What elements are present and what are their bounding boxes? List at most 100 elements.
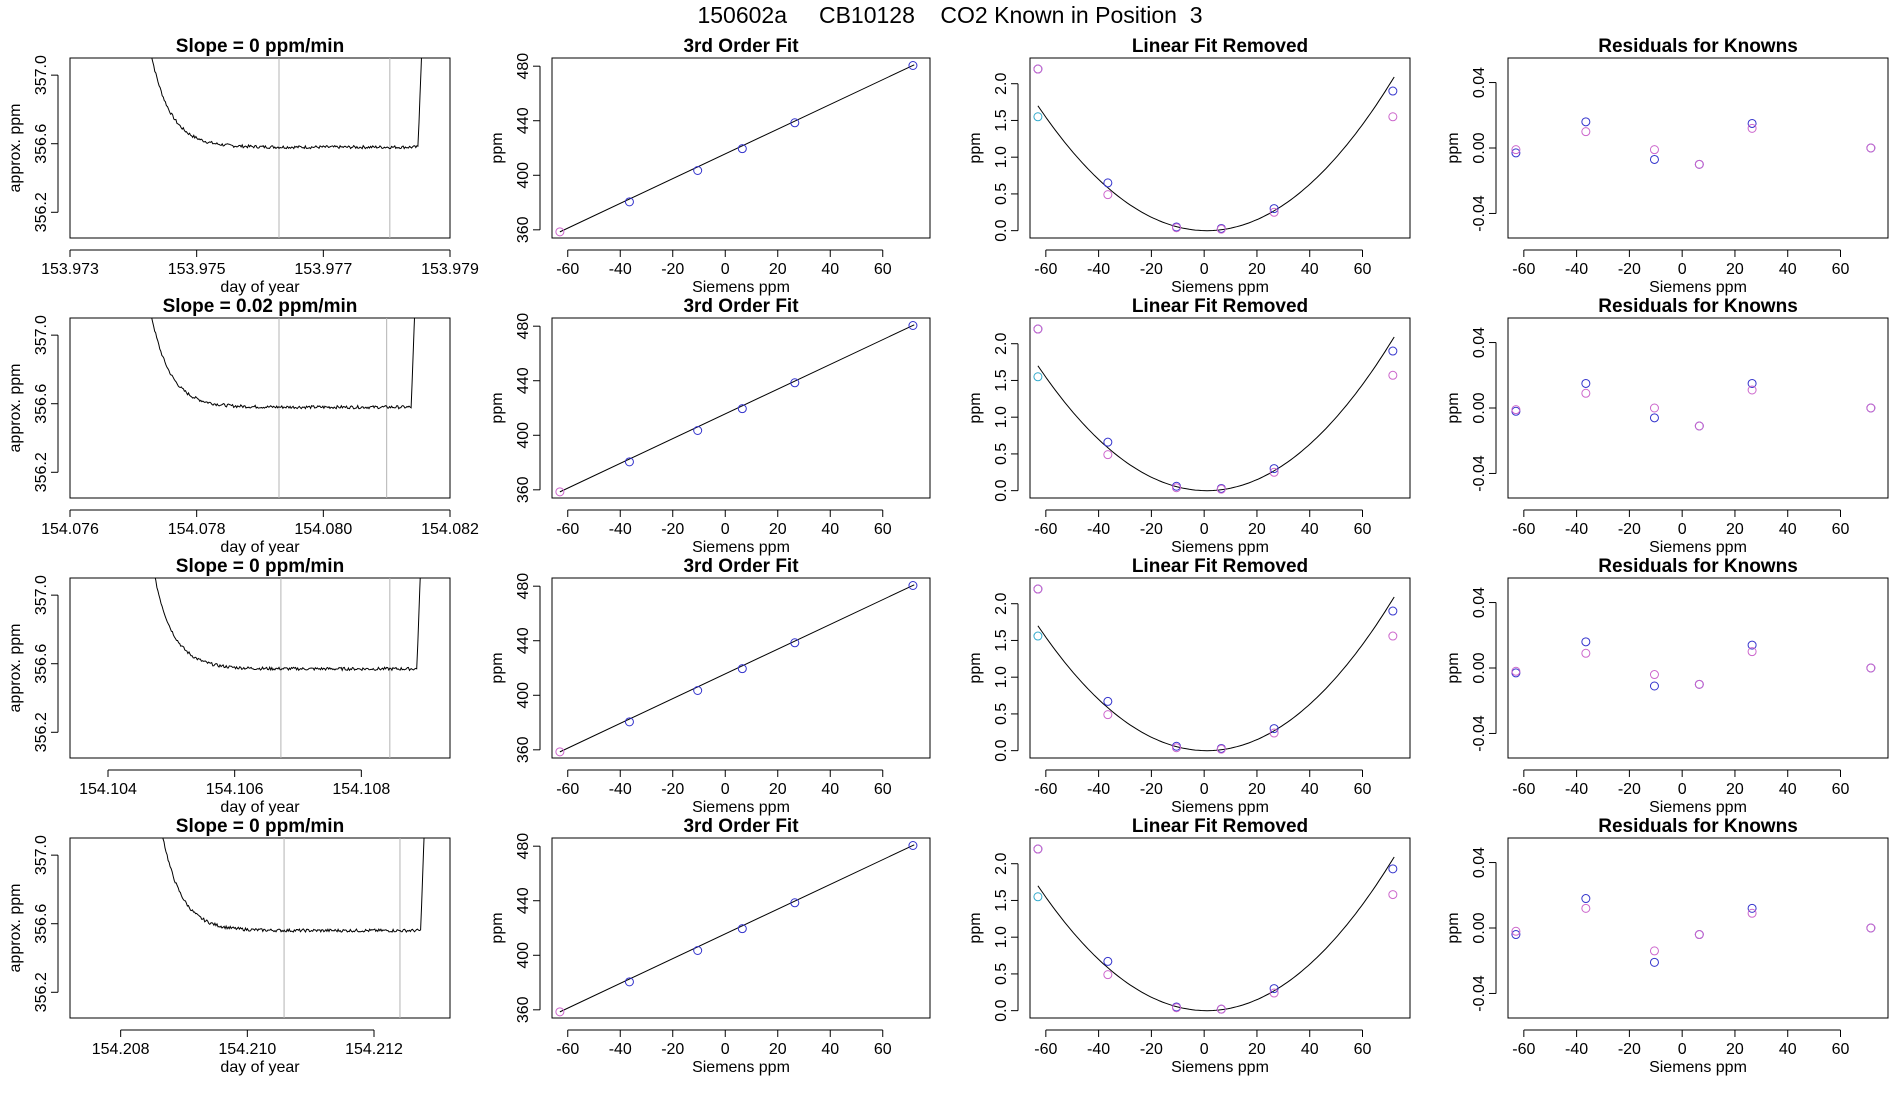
x-axis-label: day of year (220, 1059, 300, 1076)
data-point (1866, 923, 1876, 933)
data-point (1171, 743, 1181, 753)
data-point (1269, 207, 1279, 217)
data-point (908, 581, 918, 590)
plot-frame (69, 837, 451, 1019)
y-axis-label: approx. ppm (7, 104, 24, 193)
data-point (790, 118, 800, 128)
data-point (908, 841, 918, 850)
x-tick-label: -40 (609, 1041, 632, 1058)
panel-3-2: Linear Fit Removed -60 -40 -20 0 20 40 60 Siemen… (967, 296, 1411, 556)
x-tick-label: 60 (1832, 781, 1850, 798)
x-tick-label: 0 (721, 1041, 730, 1058)
x-tick-label: 153.979 (421, 261, 479, 278)
data-point (1581, 378, 1591, 388)
y-tick-label: 356.2 (33, 712, 50, 752)
data-point (555, 227, 565, 237)
x-tick-label: 20 (1726, 521, 1744, 538)
data-point (1649, 403, 1659, 413)
panel-title: Residuals for Knowns (1598, 556, 1798, 577)
plot-frame (69, 577, 451, 759)
y-axis-label: approx. ppm (7, 624, 24, 713)
y-tick-label: 0.04 (1471, 587, 1488, 618)
x-tick-label: -20 (661, 1041, 684, 1058)
data-point (1747, 118, 1757, 128)
data-point (1649, 681, 1659, 691)
panel-title: Slope = 0 ppm/min (176, 816, 344, 837)
x-tick-label: 40 (1301, 781, 1319, 798)
data-point (1103, 970, 1113, 980)
y-tick-label: 1.5 (993, 109, 1010, 131)
quadratic-fit-curve (1037, 596, 1395, 752)
x-tick-label: 0 (721, 261, 730, 278)
data-point (1103, 956, 1113, 966)
data-point (1649, 145, 1659, 155)
data-point (624, 977, 634, 987)
plot-frame (551, 57, 931, 239)
panel-title: Linear Fit Removed (1132, 556, 1308, 577)
data-point (1747, 378, 1757, 388)
x-axis-label: Siemens ppm (1649, 539, 1747, 556)
data-point (1033, 112, 1043, 122)
x-tick-label: 20 (1248, 781, 1266, 798)
y-tick-label: 2.0 (993, 72, 1010, 94)
x-tick-label: 20 (769, 261, 787, 278)
x-tick-label: -20 (1618, 521, 1641, 538)
y-axis-label: approx. ppm (7, 364, 24, 453)
x-tick-label: 154.082 (421, 521, 479, 538)
data-point (737, 924, 747, 934)
x-tick-label: 0 (1200, 261, 1209, 278)
x-tick-label: 20 (1248, 261, 1266, 278)
x-tick-label: -20 (1618, 781, 1641, 798)
data-point (1171, 223, 1181, 233)
data-point (1511, 926, 1521, 936)
panel-2-4: 3rd Order Fit -60 -40 -20 0 20 40 60 Siemens ppm… (489, 816, 931, 1076)
x-tick-label: 153.977 (294, 261, 352, 278)
x-tick-label: 20 (1248, 521, 1266, 538)
x-tick-label: 40 (1779, 261, 1797, 278)
x-tick-label: -20 (661, 261, 684, 278)
data-point (1216, 224, 1226, 234)
x-tick-label: 0 (1200, 781, 1209, 798)
x-axis-label: day of year (220, 279, 300, 296)
data-point (1694, 421, 1704, 431)
y-tick-label: 360 (515, 996, 532, 1023)
data-point (1033, 892, 1043, 902)
data-point (1269, 988, 1279, 998)
data-point (1103, 450, 1113, 460)
x-tick-label: -60 (1034, 261, 1057, 278)
y-tick-label: 0.5 (993, 183, 1010, 205)
data-point (737, 144, 747, 154)
data-point (1747, 647, 1757, 657)
data-point (1649, 670, 1659, 680)
x-tick-label: 60 (1832, 521, 1850, 538)
x-tick-label: -20 (1140, 781, 1163, 798)
y-tick-label: -0.04 (1471, 195, 1488, 232)
fit-line (559, 844, 915, 1013)
x-tick-label: 60 (1354, 521, 1372, 538)
x-tick-label: 40 (1301, 1041, 1319, 1058)
x-tick-label: 20 (1248, 1041, 1266, 1058)
data-point (693, 946, 703, 955)
concentration-trace (162, 838, 425, 934)
x-tick-label: -40 (1087, 261, 1110, 278)
y-tick-label: 480 (515, 313, 532, 340)
x-axis-label: Siemens ppm (1171, 539, 1269, 556)
data-point (555, 487, 565, 497)
y-axis-label: ppm (967, 392, 984, 423)
y-tick-label: 440 (515, 107, 532, 134)
data-point (1511, 148, 1521, 158)
x-tick-label: -20 (1618, 1041, 1641, 1058)
y-tick-label: 0.00 (1471, 132, 1488, 163)
data-point (1388, 112, 1398, 122)
panel-title: Slope = 0 ppm/min (176, 36, 344, 57)
plot-frame (551, 317, 931, 499)
x-tick-label: 20 (769, 521, 787, 538)
x-tick-label: 154.212 (345, 1041, 403, 1058)
x-tick-label: 0 (1678, 1041, 1687, 1058)
plot-frame (1029, 837, 1411, 1019)
y-tick-label: 480 (515, 833, 532, 860)
x-tick-label: 20 (769, 1041, 787, 1058)
y-tick-label: 360 (515, 476, 532, 503)
x-tick-label: -60 (556, 261, 579, 278)
x-axis-label: Siemens ppm (692, 539, 790, 556)
